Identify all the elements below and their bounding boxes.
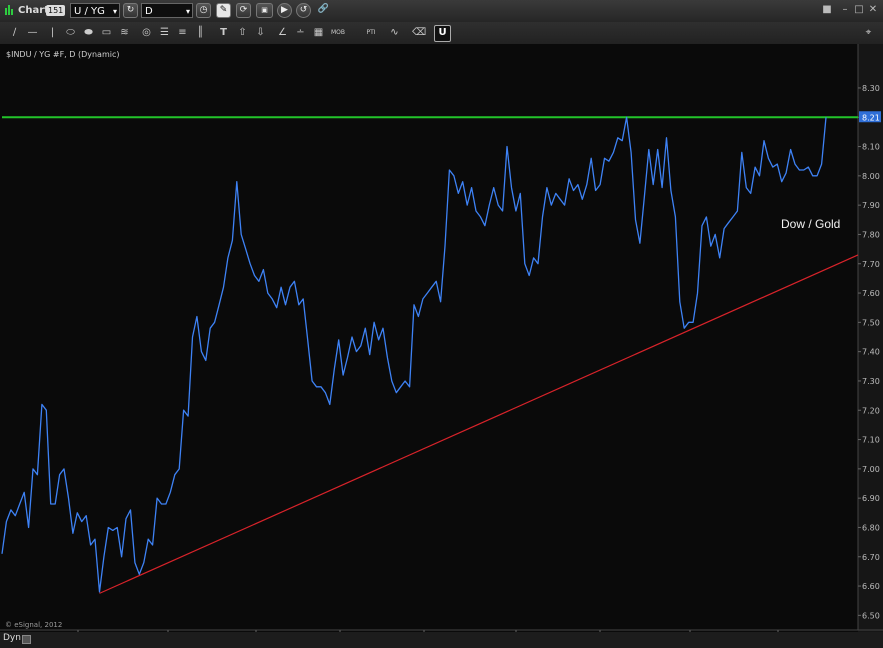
circle-icon[interactable]: ⬬: [84, 27, 93, 38]
interval-link-button[interactable]: ◷: [196, 3, 211, 18]
minimize-icon[interactable]: –: [842, 4, 848, 15]
ellipse-icon[interactable]: ⬭: [66, 27, 75, 38]
y-tick-label: 7.30: [862, 377, 880, 386]
symbol-dropdown-icon[interactable]: ▾: [112, 7, 117, 16]
title-bar: Chart 151 U / YG #F ▾ ↻ D ▾ ◷ ✎ ⟳ ▣ ▶ ↺ …: [0, 0, 883, 32]
list-icon[interactable]: ☰: [160, 27, 169, 38]
mob-icon[interactable]: MOB: [330, 29, 345, 36]
close-icon[interactable]: ✕: [868, 4, 878, 15]
window-title: Chart: [18, 5, 49, 16]
circle-target-icon[interactable]: ◎: [142, 27, 151, 38]
chart-annotation: Dow / Gold: [781, 217, 840, 231]
price-axis[interactable]: [858, 44, 883, 632]
menu-icon[interactable]: ≡: [178, 27, 187, 38]
bars-icon[interactable]: ║: [197, 27, 204, 38]
arrow-up-icon[interactable]: ⇧: [238, 27, 247, 38]
template-button[interactable]: ▣: [256, 3, 273, 18]
sync-button[interactable]: ⟳: [236, 3, 251, 18]
restore-icon[interactable]: ■: [822, 4, 832, 15]
y-tick-label: 7.20: [862, 406, 880, 415]
copyright-label: © eSignal, 2012: [5, 621, 62, 629]
drawing-toolbar: ∕ — | ⬭ ⬬ ▭ ≋ ◎ ☰ ≡ ║ T ⇧ ⇩ ∠ ∸ ▦ MOB PT…: [0, 22, 883, 45]
y-tick-label: 7.00: [862, 465, 880, 474]
price-series-line: [1, 116, 827, 593]
zigzag-icon[interactable]: ∿: [390, 27, 399, 38]
interval-dropdown-icon[interactable]: ▾: [185, 7, 190, 16]
angle-icon[interactable]: ∠: [278, 27, 287, 38]
y-tick-label: 8.00: [862, 172, 880, 181]
link-button[interactable]: 🔗: [317, 4, 330, 14]
draw-pencil-button[interactable]: ✎: [216, 3, 231, 18]
horizontal-line-icon[interactable]: —: [27, 27, 38, 38]
replay-button[interactable]: ↺: [296, 3, 311, 18]
vertical-line-icon[interactable]: |: [50, 27, 55, 38]
symbol-input[interactable]: U / YG #F ▾: [70, 3, 120, 32]
y-tick-label: 7.80: [862, 230, 880, 239]
interval-input[interactable]: D ▾: [141, 3, 193, 18]
eraser-icon[interactable]: ⌫: [412, 27, 427, 38]
rectangle-icon[interactable]: ▭: [101, 27, 112, 38]
chart-app-icon: [4, 3, 14, 18]
chart-area[interactable]: 8.308.208.108.007.907.807.707.607.507.40…: [0, 44, 883, 632]
y-tick-label: 7.90: [862, 201, 880, 210]
interval-value: D: [145, 6, 153, 17]
play-button[interactable]: ▶: [277, 3, 292, 18]
channel-icon[interactable]: ≋: [120, 27, 129, 38]
pti-icon[interactable]: PTI: [366, 29, 376, 36]
y-tick-label: 6.90: [862, 494, 880, 503]
chart-title: $INDU / YG #F, D (Dynamic): [6, 50, 119, 59]
y-tick-label: 6.50: [862, 611, 880, 620]
y-tick-label: 6.80: [862, 523, 880, 532]
crosshair-settings-icon[interactable]: ⌖: [865, 27, 872, 38]
trend-line[interactable]: [99, 254, 859, 594]
y-tick-label: 7.50: [862, 318, 880, 327]
scroll-handle-icon[interactable]: [22, 635, 31, 644]
y-tick-label: 6.70: [862, 553, 880, 562]
y-tick-label: 8.30: [862, 84, 880, 93]
grid-icon[interactable]: ▦: [313, 27, 324, 38]
last-value-label: 8.21: [862, 113, 880, 122]
y-tick-label: 7.10: [862, 436, 880, 445]
y-tick-label: 7.60: [862, 289, 880, 298]
plot-background: [0, 44, 883, 632]
y-tick-label: 7.40: [862, 348, 880, 357]
arrow-down-icon[interactable]: ⇩: [256, 27, 265, 38]
status-bar: Dyn: [0, 632, 883, 648]
y-tick-label: 8.10: [862, 143, 880, 152]
maximize-icon[interactable]: □: [854, 4, 864, 15]
y-tick-label: 6.60: [862, 582, 880, 591]
dynamic-mode-label[interactable]: Dyn: [3, 633, 21, 643]
fib-icon[interactable]: ∸: [296, 27, 305, 38]
line-icon[interactable]: ∕: [12, 27, 17, 38]
y-tick-label: 7.70: [862, 260, 880, 269]
text-icon[interactable]: T: [220, 27, 227, 38]
last-value-tag: [859, 111, 881, 123]
symbol-link-button[interactable]: ↻: [123, 3, 138, 18]
window-badge: 151: [46, 5, 66, 16]
magnet-icon[interactable]: U: [434, 25, 451, 42]
